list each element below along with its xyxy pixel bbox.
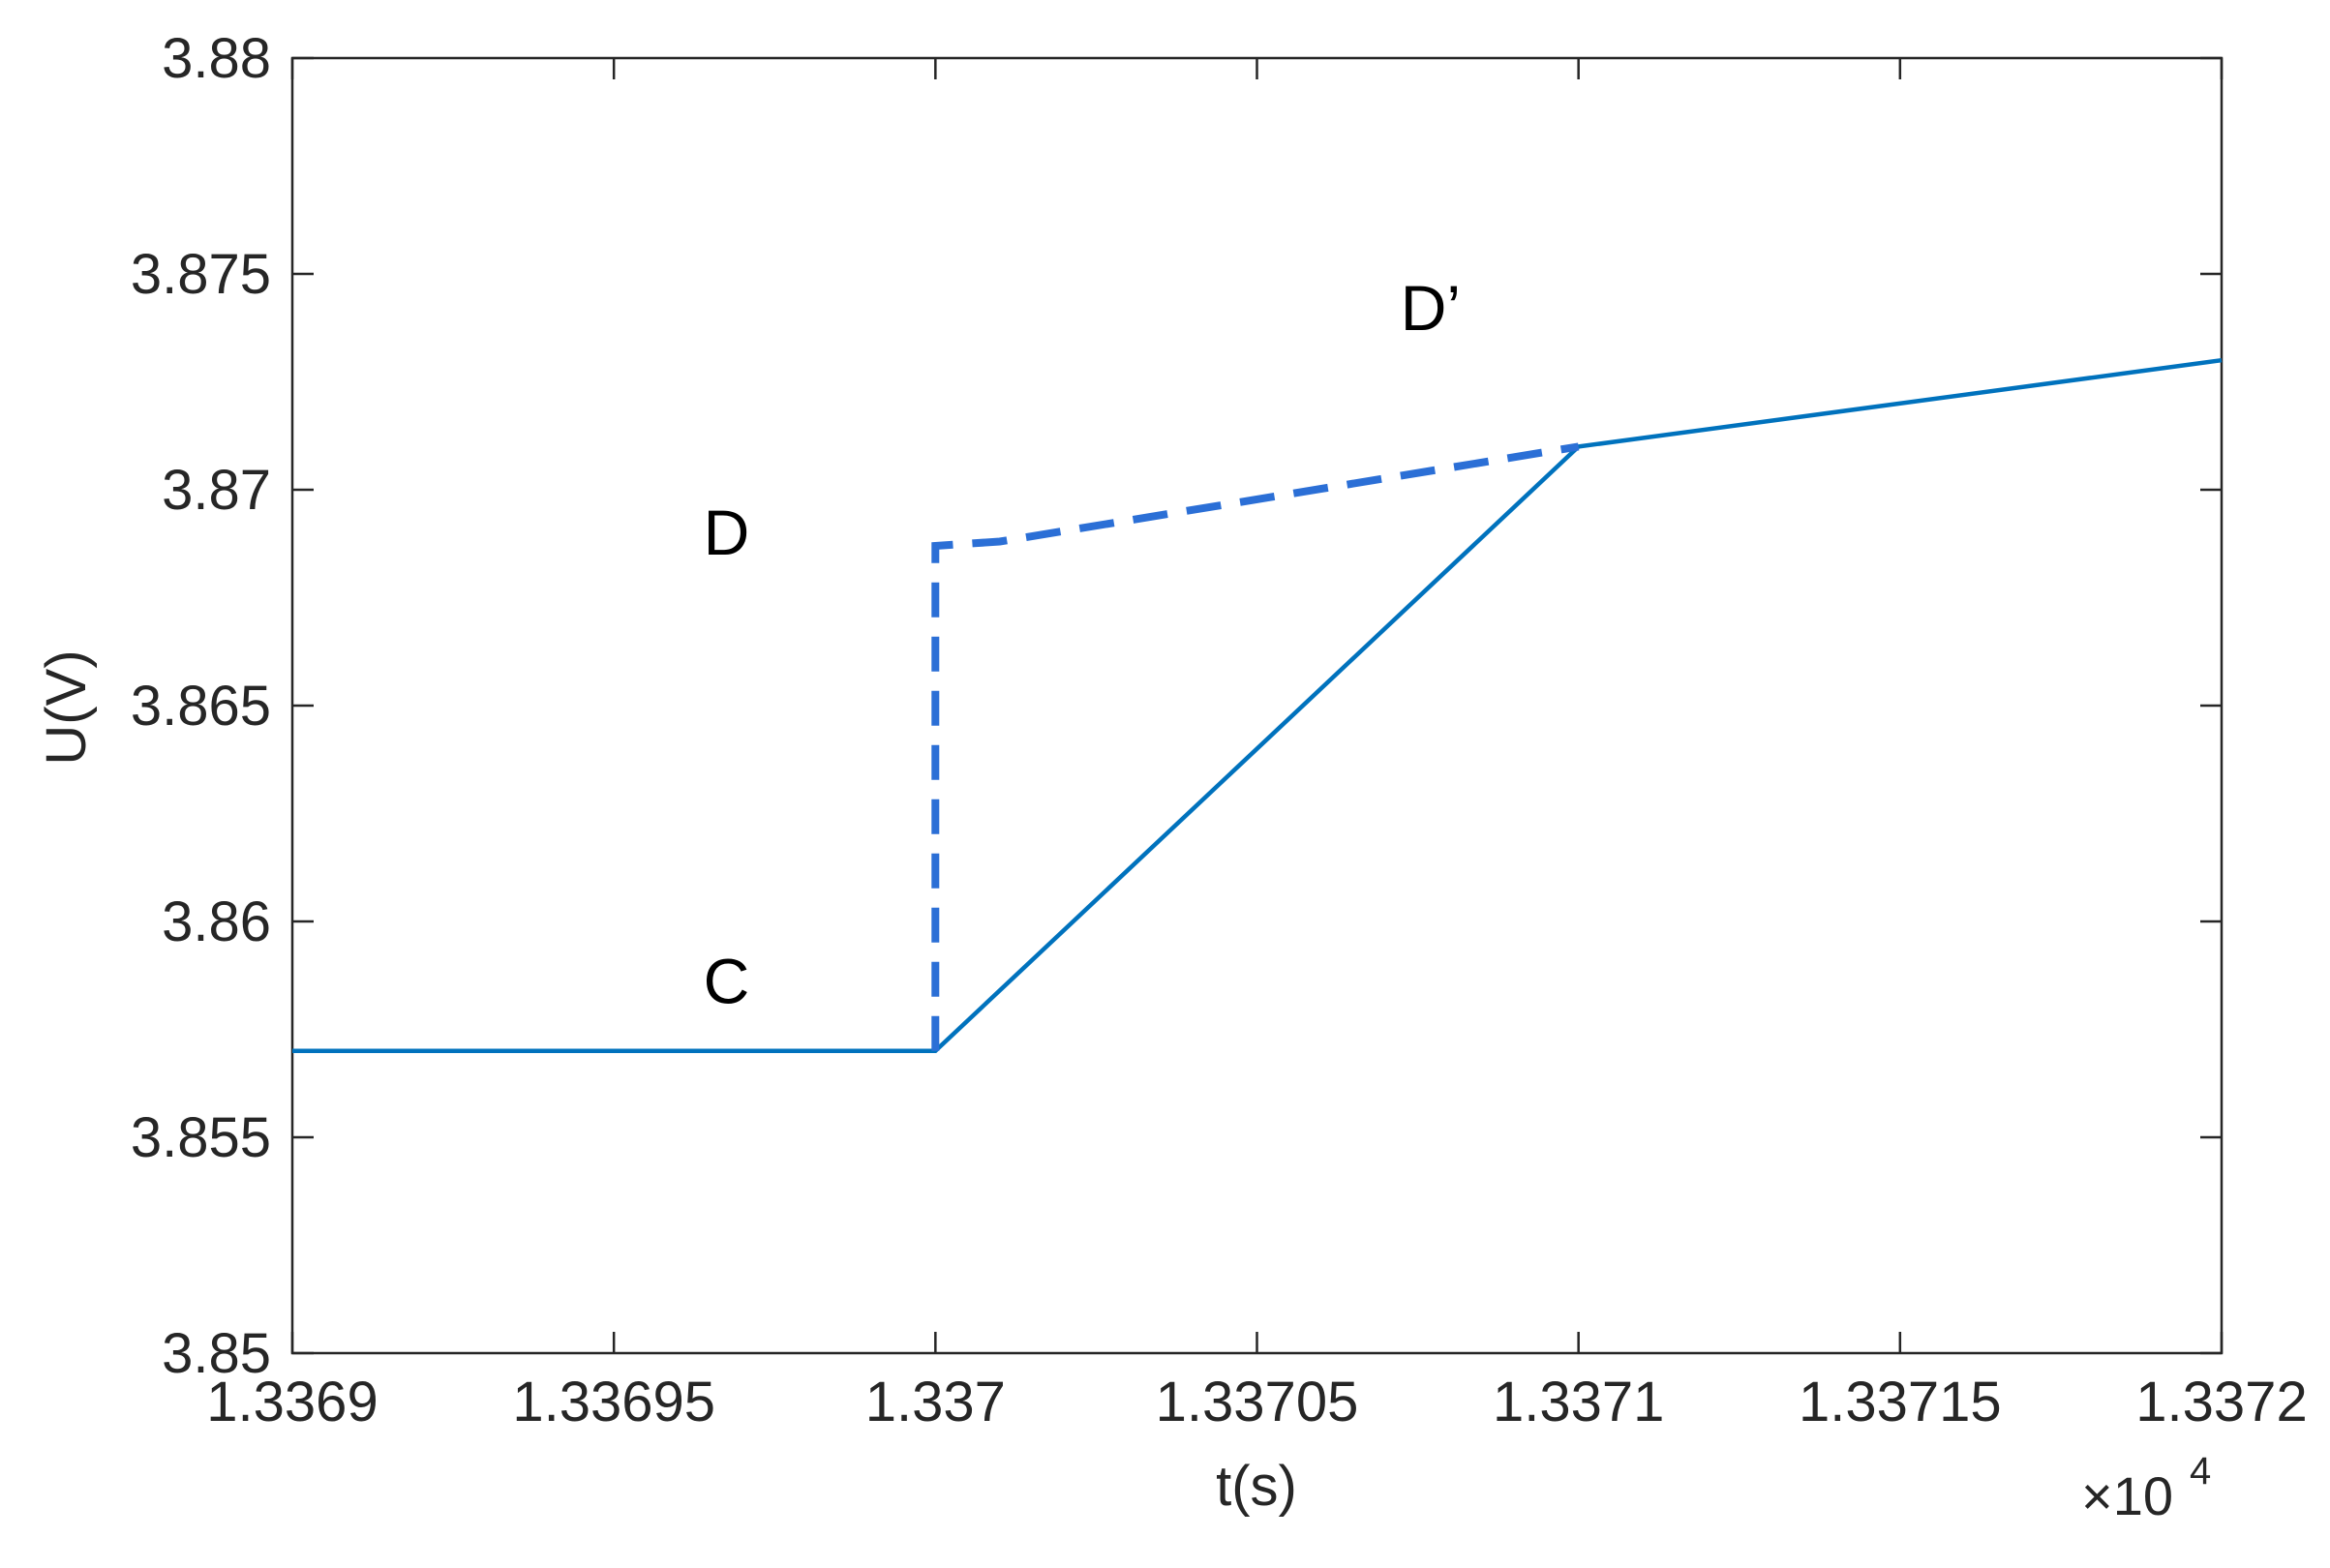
solid-series-line (292, 357, 2223, 1054)
x-multiplier-base: ×10 (2081, 1465, 2173, 1526)
y-tick-label: 3.85 (162, 1322, 271, 1385)
y-tick-label: 3.855 (131, 1106, 271, 1169)
x-tick-label: 1.337 (865, 1371, 1006, 1433)
x-axis-label: t(s) (1216, 1455, 1297, 1518)
x-tick-label: 1.3369 (206, 1371, 378, 1433)
point-annotation: D (704, 497, 750, 568)
y-tick-label: 3.875 (131, 243, 271, 306)
y-tick-label: 3.88 (162, 27, 271, 90)
x-tick-label: 1.33715 (1799, 1371, 2002, 1433)
y-axis-label: U(V) (35, 649, 98, 765)
x-tick-label: 1.33705 (1156, 1371, 1359, 1433)
axes: 1.3369 1.33695 1.337 1.33705 1.3371 1.33715 1.… (131, 27, 2308, 1433)
x-tick-label: 1.3372 (2135, 1371, 2307, 1433)
point-annotation: C (704, 946, 750, 1017)
plot-lines (292, 357, 2223, 1054)
y-tick-label: 3.87 (162, 459, 271, 522)
plot-frame (290, 56, 2224, 1355)
annotations: D C D’ (704, 272, 1461, 1017)
x-multiplier-exponent: 4 (2190, 1450, 2211, 1493)
y-tick-label: 3.86 (162, 890, 271, 953)
x-axis-multiplier: ×10 4 (2081, 1450, 2211, 1526)
y-tick-label: 3.865 (131, 675, 271, 738)
point-annotation: D’ (1401, 272, 1461, 344)
x-tick-label: 1.3371 (1493, 1371, 1664, 1433)
x-tick-label: 1.33695 (512, 1371, 715, 1433)
